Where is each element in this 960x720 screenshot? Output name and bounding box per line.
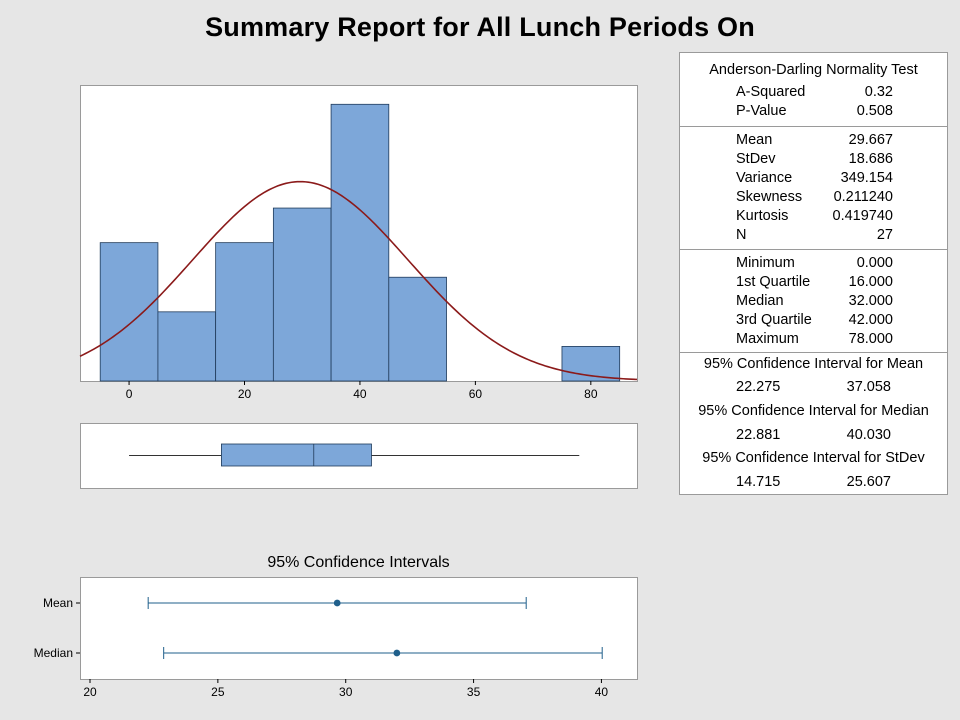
stat-value: 27 xyxy=(876,227,893,243)
ci-frame xyxy=(80,577,638,680)
stat-value: 0.508 xyxy=(856,103,893,119)
ci-mean-values: 22.275 37.058 xyxy=(680,377,947,397)
divider xyxy=(680,249,947,250)
histogram-chart: 0 20 40 60 80 xyxy=(79,85,638,401)
x-tick-label: 20 xyxy=(238,387,252,401)
stat-value: 0.419740 xyxy=(832,208,893,224)
p-value-row: P-Value 0.508 xyxy=(736,102,893,121)
stat-label: Skewness xyxy=(736,189,803,205)
ci-mean-header: 95% Confidence Interval for Mean xyxy=(703,356,924,372)
histogram-bar xyxy=(388,276,447,382)
stat-label: Median xyxy=(736,293,784,309)
median-row: Median 32.000 xyxy=(736,292,893,311)
histogram-bar xyxy=(272,207,332,382)
stat-value: 18.686 xyxy=(848,151,893,167)
ci-lower: 22.881 xyxy=(736,427,781,443)
third-quartile-row: 3rd Quartile 42.000 xyxy=(736,311,893,330)
minimum-row: Minimum 0.000 xyxy=(736,254,893,273)
histogram-bar xyxy=(561,346,621,382)
n-row: N 27 xyxy=(736,226,893,245)
ci-stdev-header: 95% Confidence Interval for StDev xyxy=(702,450,925,466)
x-tick-label: 25 xyxy=(211,685,225,699)
stat-value: 0.000 xyxy=(856,255,893,271)
stat-value: 42.000 xyxy=(848,312,893,328)
ci-median-values: 22.881 40.030 xyxy=(680,425,947,445)
mean-row: Mean 29.667 xyxy=(736,131,893,150)
stat-value: 0.211240 xyxy=(833,189,893,205)
x-tick-label: 35 xyxy=(467,685,481,699)
confidence-interval-chart: 95% Confidence Intervals Mean Median 20 25 30… xyxy=(34,554,638,699)
ci-row-label: Mean xyxy=(43,596,73,610)
divider xyxy=(680,126,947,127)
kurtosis-row: Kurtosis 0.419740 xyxy=(736,207,893,226)
stat-label: Kurtosis xyxy=(736,208,789,224)
stat-label: Mean xyxy=(736,132,773,148)
a-squared-row: A-Squared 0.32 xyxy=(736,83,893,102)
histogram-bar xyxy=(215,242,274,382)
x-tick-label: 40 xyxy=(353,387,367,401)
x-tick-label: 40 xyxy=(595,685,609,699)
maximum-row: Maximum 78.000 xyxy=(736,330,893,349)
skewness-row: Skewness 0.211240 xyxy=(736,188,893,207)
stat-label: 3rd Quartile xyxy=(736,312,812,328)
x-tick-label: 80 xyxy=(584,387,598,401)
normality-test-header: Anderson-Darling Normality Test xyxy=(709,62,918,78)
x-tick-label: 20 xyxy=(83,685,97,699)
ci-lower: 14.715 xyxy=(736,474,781,490)
stat-label: P-Value xyxy=(736,103,787,119)
stat-value: 349.154 xyxy=(840,170,893,186)
stat-label: Maximum xyxy=(736,331,799,347)
ci-upper: 37.058 xyxy=(846,379,891,395)
report-title: Summary Report for All Lunch Periods On xyxy=(205,12,755,42)
ci-lower: 22.275 xyxy=(736,379,781,395)
ci-chart-title: 95% Confidence Intervals xyxy=(267,554,449,571)
ci-estimate-point xyxy=(393,649,401,657)
interquartile-box xyxy=(221,443,372,467)
ci-estimate-point xyxy=(333,599,341,607)
histogram-bar xyxy=(99,242,159,382)
divider xyxy=(680,352,947,353)
stat-label: StDev xyxy=(736,151,776,167)
ci-row-label: Median xyxy=(34,646,73,660)
stat-value: 0.32 xyxy=(864,84,893,100)
stat-value: 16.000 xyxy=(848,274,893,290)
stat-value: 29.667 xyxy=(848,132,893,148)
ci-median-header: 95% Confidence Interval for Median xyxy=(698,403,929,419)
x-tick-label: 30 xyxy=(339,685,353,699)
stat-label: Minimum xyxy=(736,255,795,271)
variance-row: Variance 349.154 xyxy=(736,169,893,188)
stdev-row: StDev 18.686 xyxy=(736,150,893,169)
ci-upper: 25.607 xyxy=(846,474,891,490)
ci-upper: 40.030 xyxy=(846,427,891,443)
boxplot-chart xyxy=(80,423,638,489)
stat-value: 32.000 xyxy=(848,293,893,309)
stat-value: 78.000 xyxy=(848,331,893,347)
histogram-bar xyxy=(330,103,390,382)
stat-label: A-Squared xyxy=(736,84,806,100)
stat-label: 1st Quartile xyxy=(736,274,811,290)
normal-fit-curve xyxy=(79,180,638,381)
x-tick-label: 60 xyxy=(469,387,483,401)
x-tick-label: 0 xyxy=(126,387,133,401)
summary-statistics-panel: Anderson-Darling Normality Test A-Square… xyxy=(679,52,948,495)
stat-label: Variance xyxy=(736,170,793,186)
first-quartile-row: 1st Quartile 16.000 xyxy=(736,273,893,292)
stat-label: N xyxy=(736,227,747,243)
histogram-bar xyxy=(157,311,217,382)
ci-stdev-values: 14.715 25.607 xyxy=(680,472,947,492)
